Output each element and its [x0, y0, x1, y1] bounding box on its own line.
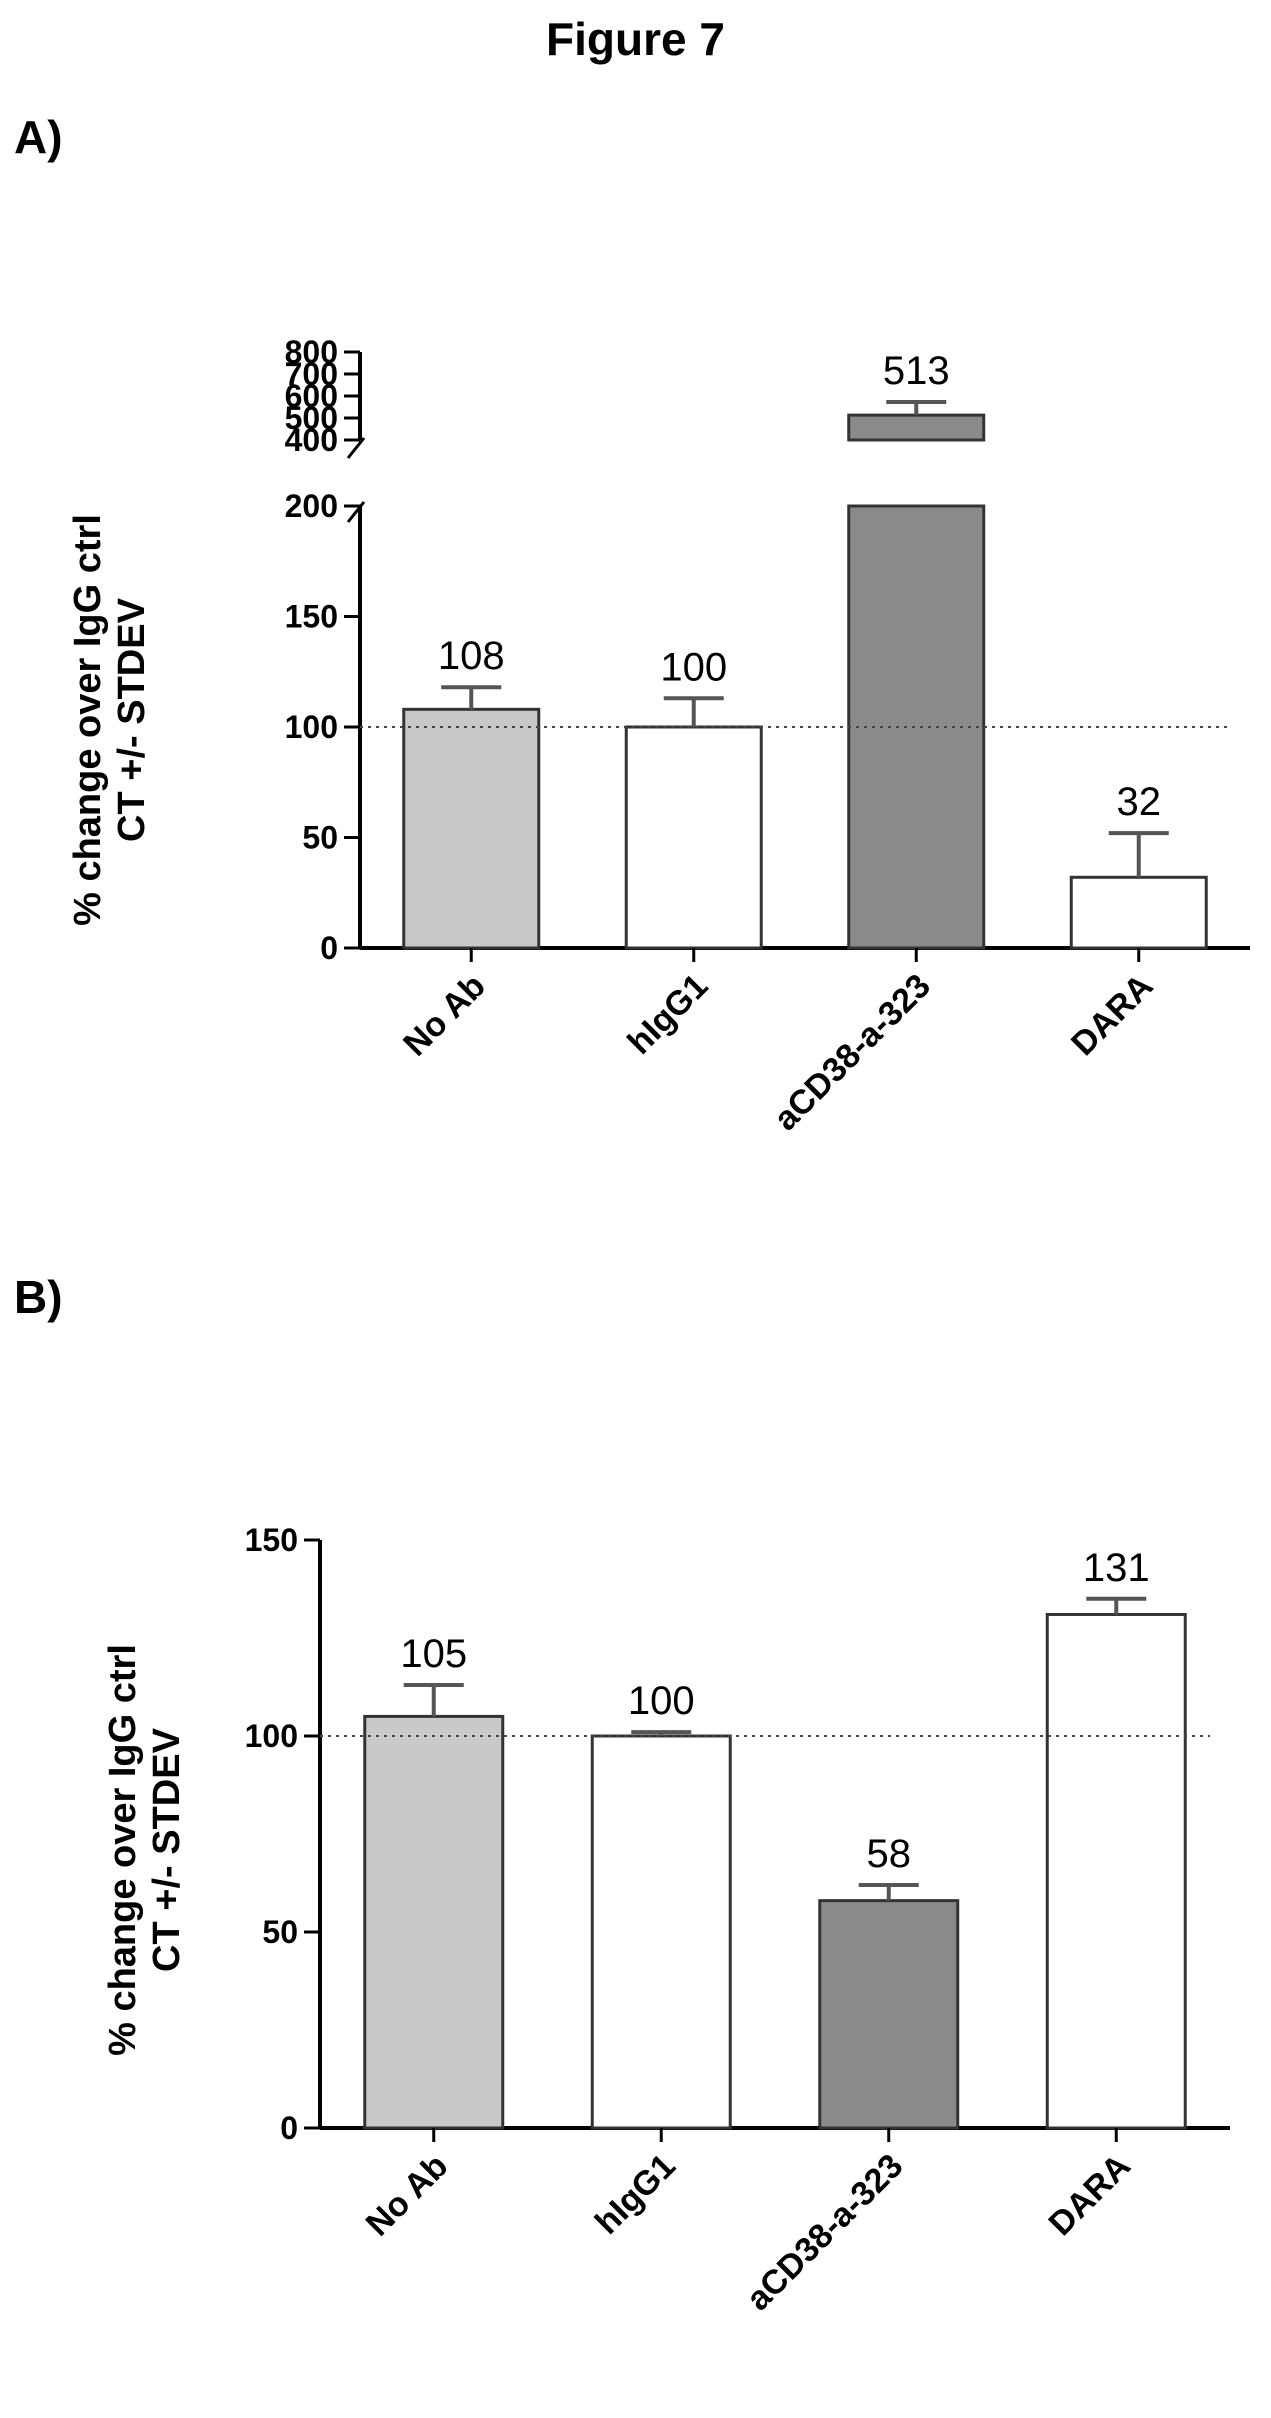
value-label-no-ab: 108	[438, 634, 505, 678]
y-tick-label-700: 700	[285, 356, 338, 392]
y-axis-label-line: % change over IgG ctrl	[102, 1644, 144, 2056]
figure-title: Figure 7	[546, 13, 725, 65]
value-label-dara: 131	[1083, 1546, 1150, 1590]
value-label-dara: 32	[1117, 780, 1162, 824]
bar-no-ab	[363, 1714, 505, 2130]
x-tick-label-higg1: hIgG1	[620, 967, 715, 1062]
x-tick-label-acd38-a-323: aCD38-a-323	[739, 2147, 910, 2318]
y-tick-label-800: 800	[285, 334, 338, 370]
y-tick-label-50: 50	[302, 820, 338, 856]
y-tick-label-600: 600	[285, 378, 338, 414]
value-label-no-ab: 105	[400, 1632, 467, 1676]
chart-panel-b: % change over IgG ctrlCT +/- STDEV 0 50 100…	[102, 1522, 1230, 2318]
bar-dara	[1069, 875, 1208, 950]
bar-higg1	[624, 725, 763, 950]
axis-break-mark	[346, 501, 366, 523]
y-axis-label: % change over IgG ctrlCT +/- STDEV	[67, 514, 153, 926]
value-label-higg1: 100	[660, 645, 727, 689]
x-tick-label-dara: DARA	[1042, 2147, 1138, 2243]
y-tick-label-150: 150	[285, 599, 338, 635]
x-tick-label-higg1: hIgG1	[588, 2147, 683, 2242]
y-axis-label-line: CT +/- STDEV	[111, 597, 153, 842]
x-tick-label-no-ab: No Ab	[359, 2147, 456, 2244]
bar-acd38-a-323	[818, 1899, 960, 2130]
value-label-acd38-a-323: 513	[883, 349, 950, 393]
axis-break-mark	[346, 437, 366, 459]
y-tick-label-100: 100	[245, 1718, 298, 1754]
x-tick-label-no-ab: No Ab	[396, 967, 493, 1064]
y-tick-label-0: 0	[320, 930, 338, 966]
bar-dara	[1045, 1612, 1187, 2130]
y-tick-label-150: 150	[245, 1522, 298, 1558]
bar-higg1	[590, 1734, 732, 2130]
x-tick-label-dara: DARA	[1064, 967, 1160, 1063]
y-tick-label-400: 400	[285, 422, 338, 458]
y-axis-label: % change over IgG ctrlCT +/- STDEV	[102, 1644, 188, 2056]
y-axis-label-line: CT +/- STDEV	[146, 1727, 188, 1972]
bar-no-ab	[402, 707, 541, 950]
y-tick-label-50: 50	[262, 1914, 298, 1950]
y-tick-label-200: 200	[285, 488, 338, 524]
bar-acd38-a-323	[847, 504, 986, 950]
value-label-acd38-a-323: 58	[867, 1832, 912, 1876]
panel-b-label: B)	[14, 1271, 63, 1323]
x-tick-label-acd38-a-323: aCD38-a-323	[767, 967, 938, 1138]
y-tick-label-0: 0	[280, 2110, 298, 2146]
chart-panel-a: % change over IgG ctrlCT +/- STDEV 0 50 100…	[67, 334, 1250, 1138]
y-tick-label-100: 100	[285, 709, 338, 745]
y-axis-label-line: % change over IgG ctrl	[67, 514, 109, 926]
bar-acd38-a-323-upper	[847, 413, 986, 442]
panel-a-label: A)	[14, 111, 63, 163]
value-label-higg1: 100	[628, 1679, 695, 1723]
y-tick-label-500: 500	[285, 400, 338, 436]
